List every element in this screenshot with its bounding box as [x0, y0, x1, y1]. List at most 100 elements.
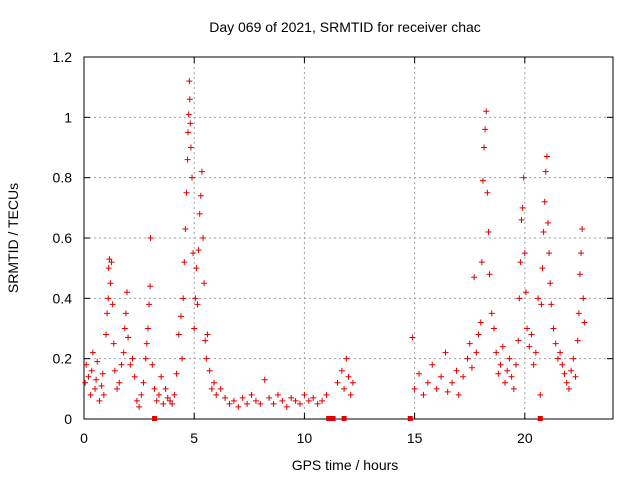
data-point — [420, 391, 427, 398]
zero-marker — [537, 416, 543, 421]
data-point — [486, 271, 493, 278]
y-axis-label: SRMTID / TECUs — [5, 183, 21, 293]
data-point — [186, 78, 193, 85]
data-point — [149, 361, 156, 368]
data-point — [235, 403, 242, 410]
data-point — [572, 373, 579, 380]
data-point — [490, 325, 497, 332]
data-point — [143, 340, 150, 347]
data-point — [123, 289, 130, 296]
data-point — [213, 391, 220, 398]
data-point — [118, 361, 125, 368]
data-point — [217, 385, 224, 392]
data-point — [204, 331, 211, 338]
data-point — [288, 394, 295, 401]
data-point — [99, 370, 106, 377]
data-point — [184, 156, 191, 163]
data-point — [173, 370, 180, 377]
data-point — [100, 391, 107, 398]
data-point — [578, 250, 585, 257]
data-point — [162, 385, 169, 392]
data-point — [343, 355, 350, 362]
data-point — [182, 225, 189, 232]
data-point — [416, 370, 423, 377]
data-point — [510, 385, 517, 392]
data-point — [554, 355, 561, 362]
tick-labels: 0 0.2 0.4 0.6 0.8 1 1.2 0 5 10 15 20 — [53, 49, 533, 446]
zero-marker — [326, 416, 332, 421]
data-point — [252, 397, 259, 404]
data-point — [175, 331, 182, 338]
data-point — [438, 373, 445, 380]
data-point — [522, 289, 529, 296]
data-point — [270, 400, 277, 407]
data-point — [193, 265, 200, 272]
data-point — [109, 301, 116, 308]
data-point — [495, 370, 502, 377]
data-point — [528, 331, 535, 338]
data-point — [138, 391, 145, 398]
x-tick-label: 0 — [80, 430, 88, 446]
data-point — [504, 367, 511, 374]
data-point — [198, 168, 205, 175]
data-points — [82, 78, 588, 410]
data-point — [125, 334, 132, 341]
data-point — [105, 265, 112, 272]
data-point — [444, 388, 451, 395]
data-point — [147, 283, 154, 290]
data-point — [478, 259, 485, 266]
data-point — [538, 301, 545, 308]
data-point — [181, 259, 188, 266]
data-point — [82, 379, 89, 386]
data-point — [279, 397, 286, 404]
data-point — [202, 337, 209, 344]
y-tick-label: 1 — [64, 109, 72, 125]
data-point — [164, 394, 171, 401]
data-point — [190, 250, 197, 257]
data-point — [121, 325, 128, 332]
data-point — [575, 310, 582, 317]
data-point — [257, 400, 264, 407]
data-point — [576, 271, 583, 278]
data-point — [108, 259, 115, 266]
data-point — [409, 334, 416, 341]
data-point — [104, 310, 111, 317]
data-point — [519, 204, 526, 211]
data-point — [192, 295, 199, 302]
data-point — [110, 340, 117, 347]
data-point — [314, 400, 321, 407]
data-point — [482, 126, 489, 133]
data-point — [453, 367, 460, 374]
data-point — [485, 228, 492, 235]
data-point — [186, 96, 193, 103]
data-point — [197, 192, 204, 199]
data-point — [142, 355, 149, 362]
data-point — [547, 280, 554, 287]
data-point — [226, 400, 233, 407]
data-point — [103, 331, 110, 338]
data-point — [155, 391, 162, 398]
data-point — [546, 250, 553, 257]
chart-title: Day 069 of 2021, SRMTID for receiver cha… — [209, 19, 481, 35]
data-point — [131, 373, 138, 380]
data-point — [222, 394, 229, 401]
data-point — [345, 373, 352, 380]
data-point — [105, 295, 112, 302]
data-point — [185, 129, 192, 136]
data-point — [580, 295, 587, 302]
data-point — [541, 198, 548, 205]
data-point — [292, 397, 299, 404]
data-point — [194, 301, 201, 308]
data-point — [442, 349, 449, 356]
data-point — [147, 235, 154, 241]
x-axis-label: GPS time / hours — [292, 457, 399, 473]
data-point — [484, 189, 491, 196]
x-tick-label: 20 — [517, 430, 533, 446]
data-point — [477, 319, 484, 326]
data-point — [248, 391, 255, 398]
data-point — [136, 403, 143, 410]
data-point — [557, 349, 564, 356]
data-point — [187, 144, 194, 151]
data-point — [517, 259, 524, 266]
